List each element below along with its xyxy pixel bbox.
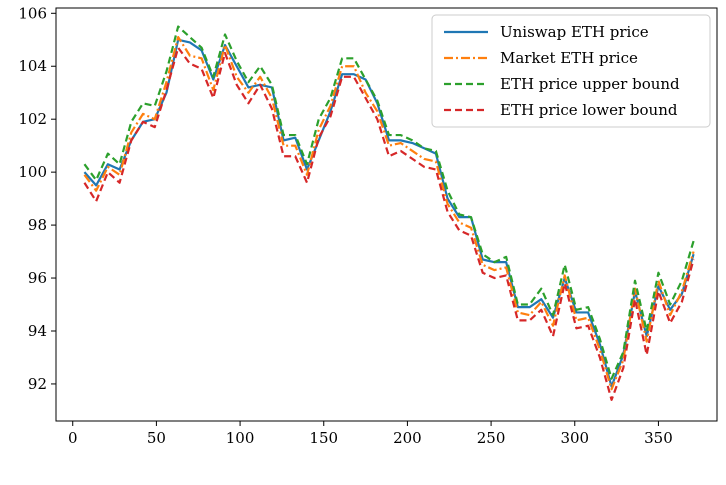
y-tick-label: 106 — [18, 4, 47, 22]
x-tick-label: 50 — [147, 429, 166, 447]
series-line-eth-price-upper-bound — [83, 25, 695, 380]
y-tick-label: 98 — [28, 216, 47, 234]
series-line-eth-price-lower-bound — [83, 46, 695, 401]
x-tick-label: 200 — [393, 429, 422, 447]
plot-lines — [83, 25, 695, 401]
y-tick-label: 96 — [28, 269, 47, 287]
y-axis: 92 94 96 98 100 102 104 106 — [18, 4, 56, 393]
x-tick-label: 300 — [560, 429, 589, 447]
x-axis: 0 50 100 150 200 250 300 350 — [68, 421, 673, 447]
legend-box — [431, 14, 711, 128]
legend: Uniswap ETH price Market ETH price ETH pri… — [431, 14, 711, 128]
x-tick-label: 0 — [68, 429, 78, 447]
legend-label-eth-price-upper-bound: ETH price upper bound — [500, 75, 680, 93]
y-tick-label: 94 — [28, 322, 47, 340]
x-tick-label: 100 — [226, 429, 255, 447]
plot-frame — [55, 7, 718, 422]
y-tick-label: 102 — [18, 110, 47, 128]
legend-label-uniswap-eth-price: Uniswap ETH price — [500, 23, 649, 41]
y-tick-label: 100 — [18, 163, 47, 181]
x-tick-label: 350 — [644, 429, 673, 447]
y-tick-label: 92 — [28, 375, 47, 393]
x-tick-label: 150 — [309, 429, 338, 447]
legend-label-market-eth-price: Market ETH price — [500, 49, 638, 67]
y-tick-label: 104 — [18, 57, 47, 75]
legend-label-eth-price-lower-bound: ETH price lower bound — [500, 101, 678, 119]
series-line-uniswap-eth-price — [83, 38, 695, 388]
series-line-market-eth-price — [83, 36, 695, 391]
x-tick-label: 250 — [477, 429, 506, 447]
